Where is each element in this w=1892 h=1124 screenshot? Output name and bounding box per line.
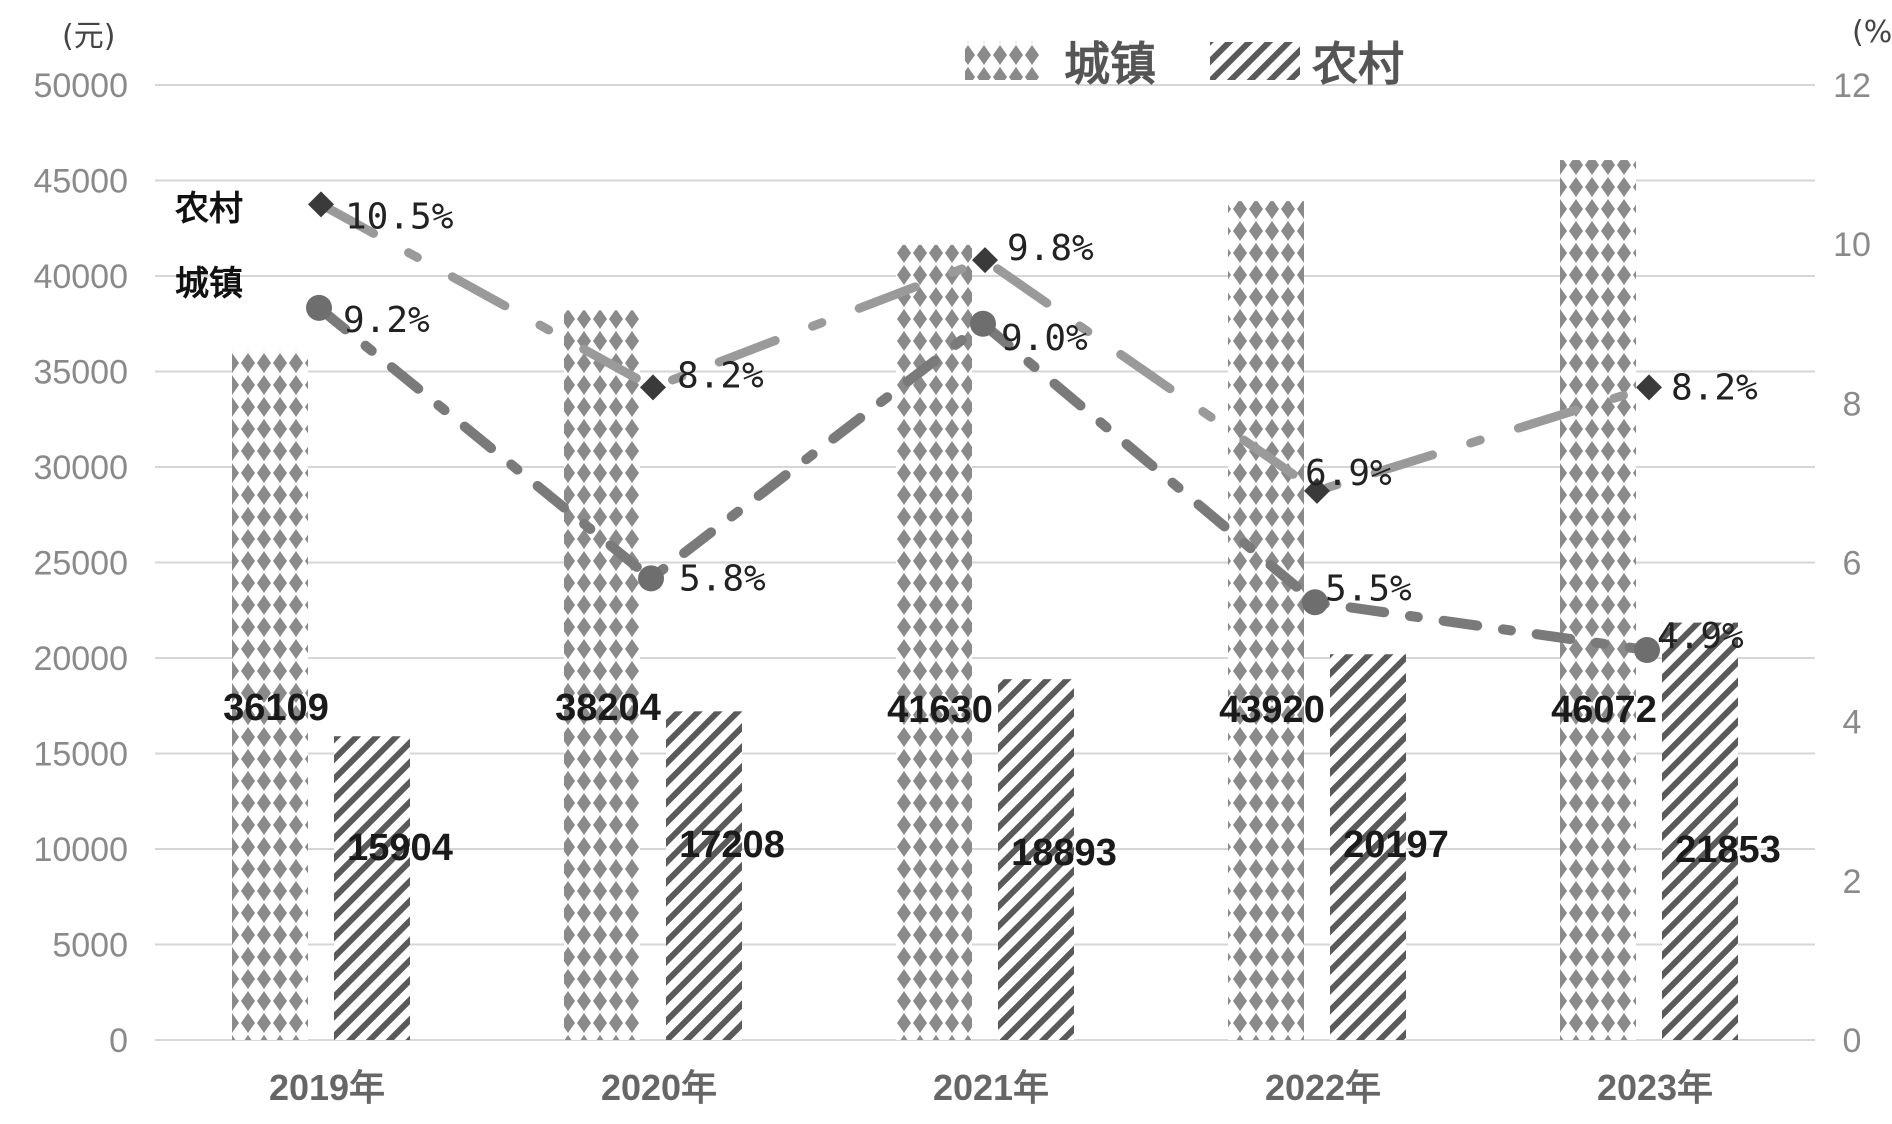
urban-growth-point bbox=[970, 310, 996, 337]
legend-swatch-urban bbox=[965, 42, 1041, 80]
x-tick-label: 2023年 bbox=[1597, 1067, 1713, 1108]
urban-bar bbox=[1560, 160, 1636, 1041]
urban-bar bbox=[232, 350, 308, 1040]
rural-growth-label: 8.2% bbox=[677, 355, 764, 396]
rural-bar-label: 17208 bbox=[679, 824, 785, 866]
urban-bar-label: 46072 bbox=[1551, 689, 1657, 731]
gridlines bbox=[155, 84, 1815, 1041]
right-axis-unit: (%) bbox=[1852, 15, 1892, 50]
left-axis-ticks: 0 5000 10000 15000 20000 25000 30000 35000 40000… bbox=[33, 67, 128, 1060]
rural-growth-label: 10.5% bbox=[345, 196, 454, 237]
rural-growth-point bbox=[308, 191, 334, 218]
x-tick-label: 2020年 bbox=[601, 1067, 717, 1108]
left-tick-label: 25000 bbox=[33, 545, 128, 583]
rural-growth-point bbox=[640, 374, 666, 401]
rural-bar bbox=[1330, 654, 1406, 1040]
urban-bar-label: 43920 bbox=[1219, 689, 1325, 731]
left-tick-label: 5000 bbox=[52, 927, 128, 965]
urban-bar bbox=[564, 310, 640, 1040]
left-tick-label: 50000 bbox=[33, 67, 128, 105]
growth-data-labels: 10.5% 8.2% 9.8% 6.9% 8.2% 9.2% 5.8% 9.0% 5.5% 4.9… bbox=[343, 196, 1758, 657]
rural-bar bbox=[1662, 622, 1738, 1040]
right-tick-label: 10 bbox=[1833, 226, 1871, 264]
urban-growth-label: 5.5% bbox=[1325, 568, 1412, 609]
right-tick-label: 2 bbox=[1843, 863, 1862, 901]
right-tick-label: 8 bbox=[1843, 385, 1862, 423]
rural-bar bbox=[998, 679, 1074, 1040]
left-tick-label: 30000 bbox=[33, 449, 128, 487]
urban-bar-label: 36109 bbox=[223, 687, 329, 729]
legend: 城镇 农村 bbox=[965, 37, 1404, 91]
urban-growth-label: 9.2% bbox=[343, 300, 430, 341]
left-axis-unit: (元) bbox=[62, 19, 115, 54]
left-tick-label: 35000 bbox=[33, 354, 128, 392]
urban-growth-label: 5.8% bbox=[679, 558, 766, 599]
right-tick-label: 6 bbox=[1843, 545, 1862, 583]
x-axis-ticks: 2019年 2020年 2021年 2022年 2023年 bbox=[269, 1067, 1713, 1108]
rural-bar bbox=[666, 711, 742, 1040]
urban-growth-point bbox=[1302, 589, 1328, 616]
rural-growth-point bbox=[1636, 374, 1662, 401]
left-tick-label: 20000 bbox=[33, 640, 128, 678]
rural-growth-point bbox=[1304, 477, 1330, 504]
bars bbox=[232, 160, 1738, 1041]
left-tick-label: 40000 bbox=[33, 258, 128, 296]
rural-growth-point bbox=[972, 247, 998, 274]
legend-label-urban: 城镇 bbox=[1064, 37, 1156, 91]
right-tick-label: 12 bbox=[1833, 67, 1871, 105]
left-tick-label: 45000 bbox=[33, 163, 128, 201]
x-tick-label: 2021年 bbox=[933, 1067, 1049, 1108]
right-tick-label: 0 bbox=[1843, 1022, 1862, 1060]
x-tick-label: 2022年 bbox=[1265, 1067, 1381, 1108]
left-tick-label: 0 bbox=[109, 1022, 128, 1060]
urban-bar bbox=[1228, 201, 1304, 1041]
urban-growth-point bbox=[306, 294, 332, 321]
legend-label-rural: 农村 bbox=[1312, 37, 1404, 91]
growth-points bbox=[306, 191, 1662, 664]
rural-growth-label: 9.8% bbox=[1007, 228, 1094, 269]
urban-bar-label: 38204 bbox=[555, 687, 661, 729]
left-tick-label: 10000 bbox=[33, 831, 128, 869]
legend-swatch-rural bbox=[1210, 42, 1300, 80]
urban-growth-line bbox=[314, 302, 1652, 656]
right-axis-ticks: 0 2 4 6 8 10 12 bbox=[1833, 67, 1871, 1060]
urban-growth-label: 9.0% bbox=[1001, 318, 1088, 359]
urban-growth-label: 4.9% bbox=[1657, 616, 1744, 657]
rural-growth-label: 6.9% bbox=[1305, 453, 1392, 494]
urban-growth-point bbox=[638, 565, 664, 592]
rural-growth-line bbox=[316, 199, 1654, 496]
urban-growth-point bbox=[1634, 637, 1660, 664]
rural-bar-label: 20197 bbox=[1343, 824, 1449, 866]
left-tick-label: 15000 bbox=[33, 736, 128, 774]
rural-bar-label: 15904 bbox=[347, 827, 453, 869]
rural-growth-label: 8.2% bbox=[1671, 367, 1758, 408]
line-tag-urban: 城镇 bbox=[175, 264, 243, 304]
x-tick-label: 2019年 bbox=[269, 1067, 385, 1108]
rural-bar-label: 18893 bbox=[1011, 832, 1117, 874]
rural-bar-label: 21853 bbox=[1675, 829, 1781, 871]
urban-bar-label: 41630 bbox=[887, 689, 993, 731]
rural-bar bbox=[334, 736, 410, 1040]
bar-data-labels: 36109 15904 38204 17208 41630 18893 43920 20197… bbox=[223, 687, 1781, 874]
right-tick-label: 4 bbox=[1843, 704, 1862, 742]
line-tag-rural: 农村 bbox=[175, 189, 243, 229]
